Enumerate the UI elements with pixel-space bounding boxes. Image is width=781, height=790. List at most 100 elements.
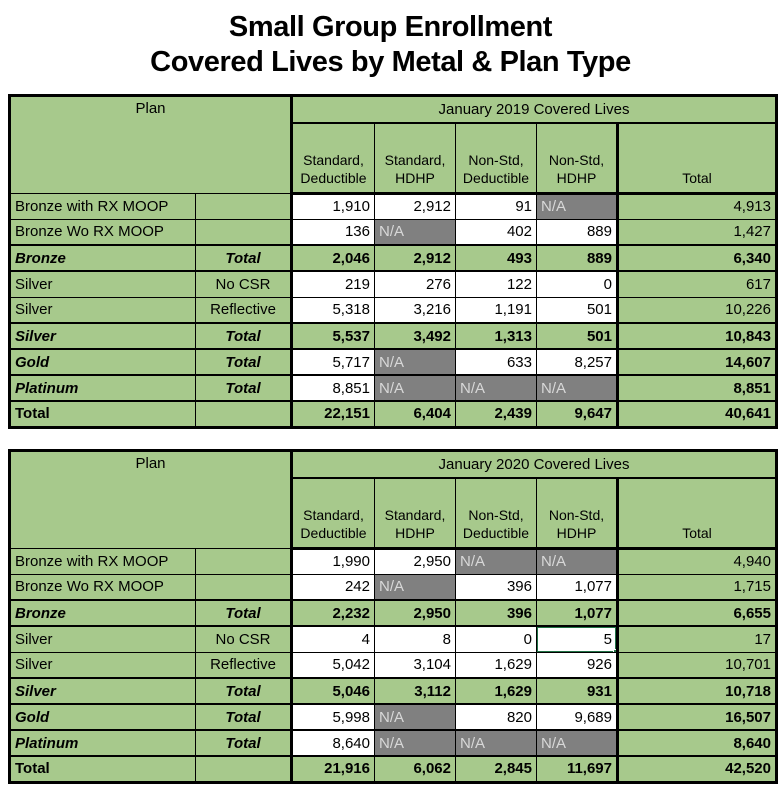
row-sublabel-cell[interactable]: [195, 218, 292, 246]
value-cell-2019-r8-c3[interactable]: 9,647: [536, 400, 618, 429]
row-sublabel-cell[interactable]: Reflective: [195, 651, 292, 679]
row-label-cell[interactable]: Total: [9, 755, 196, 784]
column-header-2020-3[interactable]: Non-Std, HDHP: [536, 477, 618, 550]
value-cell-2020-r3-c3[interactable]: 5: [536, 625, 618, 653]
value-cell-2019-r3-c3[interactable]: 0: [536, 270, 618, 298]
row-sublabel-cell[interactable]: Total: [195, 677, 292, 706]
column-header-2019-0[interactable]: Standard, Deductible: [290, 122, 375, 195]
value-cell-2019-r8-c2[interactable]: 2,439: [455, 400, 537, 429]
value-cell-2020-r2-c3[interactable]: 1,077: [536, 599, 618, 628]
column-header-2020-4[interactable]: Total: [616, 477, 777, 550]
value-cell-2020-r5-c1[interactable]: 3,112: [374, 677, 456, 706]
row-label-cell[interactable]: Platinum: [9, 729, 196, 758]
row-label-cell[interactable]: Bronze: [9, 244, 196, 273]
total-cell-2020-r1[interactable]: 1,715: [616, 573, 777, 601]
value-cell-2019-r4-c1[interactable]: 3,216: [374, 296, 456, 324]
value-cell-2020-r8-c0[interactable]: 21,916: [290, 755, 375, 784]
value-cell-2019-r5-c1[interactable]: 3,492: [374, 322, 456, 351]
value-cell-2020-r4-c1[interactable]: 3,104: [374, 651, 456, 679]
row-label-cell[interactable]: Silver: [9, 322, 196, 351]
row-label-cell[interactable]: Gold: [9, 348, 196, 377]
value-cell-2019-r8-c1[interactable]: 6,404: [374, 400, 456, 429]
row-sublabel-cell[interactable]: Total: [195, 599, 292, 628]
value-cell-2019-r4-c2[interactable]: 1,191: [455, 296, 537, 324]
value-cell-2020-r7-c1[interactable]: N/A: [374, 729, 456, 758]
row-label-cell[interactable]: Silver: [9, 625, 196, 653]
row-label-cell[interactable]: Silver: [9, 270, 196, 298]
value-cell-2020-r0-c1[interactable]: 2,950: [374, 547, 456, 575]
row-label-cell[interactable]: Bronze with RX MOOP: [9, 547, 196, 575]
value-cell-2019-r5-c2[interactable]: 1,313: [455, 322, 537, 351]
value-cell-2019-r2-c3[interactable]: 889: [536, 244, 618, 273]
total-cell-2020-r0[interactable]: 4,940: [616, 547, 777, 575]
value-cell-2020-r7-c0[interactable]: 8,640: [290, 729, 375, 758]
total-cell-2019-r1[interactable]: 1,427: [616, 218, 777, 246]
row-sublabel-cell[interactable]: Total: [195, 374, 292, 403]
value-cell-2020-r5-c0[interactable]: 5,046: [290, 677, 375, 706]
value-cell-2019-r4-c3[interactable]: 501: [536, 296, 618, 324]
value-cell-2019-r6-c2[interactable]: 633: [455, 348, 537, 377]
total-cell-2020-r2[interactable]: 6,655: [616, 599, 777, 628]
value-cell-2019-r3-c1[interactable]: 276: [374, 270, 456, 298]
column-header-2019-1[interactable]: Standard, HDHP: [374, 122, 456, 195]
row-sublabel-cell[interactable]: [195, 755, 292, 784]
value-cell-2019-r6-c1[interactable]: N/A: [374, 348, 456, 377]
value-cell-2019-r7-c1[interactable]: N/A: [374, 374, 456, 403]
value-cell-2019-r0-c1[interactable]: 2,912: [374, 192, 456, 220]
period-header-2020[interactable]: January 2020 Covered Lives: [290, 449, 777, 480]
value-cell-2020-r6-c2[interactable]: 820: [455, 703, 537, 732]
row-sublabel-cell[interactable]: Reflective: [195, 296, 292, 324]
value-cell-2020-r8-c3[interactable]: 11,697: [536, 755, 618, 784]
row-sublabel-cell[interactable]: No CSR: [195, 625, 292, 653]
value-cell-2020-r8-c2[interactable]: 2,845: [455, 755, 537, 784]
row-sublabel-cell[interactable]: Total: [195, 729, 292, 758]
column-header-2019-4[interactable]: Total: [616, 122, 777, 195]
selection-fill-handle[interactable]: [613, 648, 617, 652]
row-label-cell[interactable]: Platinum: [9, 374, 196, 403]
value-cell-2019-r1-c3[interactable]: 889: [536, 218, 618, 246]
value-cell-2019-r3-c2[interactable]: 122: [455, 270, 537, 298]
value-cell-2019-r1-c1[interactable]: N/A: [374, 218, 456, 246]
value-cell-2020-r5-c2[interactable]: 1,629: [455, 677, 537, 706]
value-cell-2020-r2-c1[interactable]: 2,950: [374, 599, 456, 628]
row-label-cell[interactable]: Total: [9, 400, 196, 429]
value-cell-2019-r1-c2[interactable]: 402: [455, 218, 537, 246]
value-cell-2020-r7-c3[interactable]: N/A: [536, 729, 618, 758]
total-cell-2019-r5[interactable]: 10,843: [616, 322, 777, 351]
value-cell-2020-r6-c0[interactable]: 5,998: [290, 703, 375, 732]
value-cell-2019-r2-c0[interactable]: 2,046: [290, 244, 375, 273]
value-cell-2019-r0-c0[interactable]: 1,910: [290, 192, 375, 220]
column-header-2020-2[interactable]: Non-Std, Deductible: [455, 477, 537, 550]
total-cell-2020-r6[interactable]: 16,507: [616, 703, 777, 732]
value-cell-2020-r0-c0[interactable]: 1,990: [290, 547, 375, 575]
value-cell-2019-r3-c0[interactable]: 219: [290, 270, 375, 298]
value-cell-2020-r3-c1[interactable]: 8: [374, 625, 456, 653]
value-cell-2019-r0-c3[interactable]: N/A: [536, 192, 618, 220]
value-cell-2019-r6-c3[interactable]: 8,257: [536, 348, 618, 377]
row-label-cell[interactable]: Bronze Wo RX MOOP: [9, 573, 196, 601]
row-sublabel-cell[interactable]: No CSR: [195, 270, 292, 298]
value-cell-2019-r5-c3[interactable]: 501: [536, 322, 618, 351]
row-label-cell[interactable]: Gold: [9, 703, 196, 732]
total-cell-2020-r3[interactable]: 17: [616, 625, 777, 653]
row-label-cell[interactable]: Silver: [9, 651, 196, 679]
value-cell-2020-r0-c2[interactable]: N/A: [455, 547, 537, 575]
row-sublabel-cell[interactable]: [195, 192, 292, 220]
row-sublabel-cell[interactable]: Total: [195, 348, 292, 377]
total-cell-2020-r8[interactable]: 42,520: [616, 755, 777, 784]
value-cell-2019-r6-c0[interactable]: 5,717: [290, 348, 375, 377]
value-cell-2020-r3-c2[interactable]: 0: [455, 625, 537, 653]
row-label-cell[interactable]: Silver: [9, 677, 196, 706]
row-label-cell[interactable]: Bronze Wo RX MOOP: [9, 218, 196, 246]
value-cell-2020-r1-c2[interactable]: 396: [455, 573, 537, 601]
value-cell-2019-r7-c0[interactable]: 8,851: [290, 374, 375, 403]
value-cell-2019-r7-c3[interactable]: N/A: [536, 374, 618, 403]
value-cell-2019-r4-c0[interactable]: 5,318: [290, 296, 375, 324]
total-cell-2019-r3[interactable]: 617: [616, 270, 777, 298]
value-cell-2020-r8-c1[interactable]: 6,062: [374, 755, 456, 784]
column-header-2019-2[interactable]: Non-Std, Deductible: [455, 122, 537, 195]
value-cell-2020-r1-c1[interactable]: N/A: [374, 573, 456, 601]
value-cell-2020-r4-c2[interactable]: 1,629: [455, 651, 537, 679]
value-cell-2020-r3-c0[interactable]: 4: [290, 625, 375, 653]
value-cell-2019-r1-c0[interactable]: 136: [290, 218, 375, 246]
